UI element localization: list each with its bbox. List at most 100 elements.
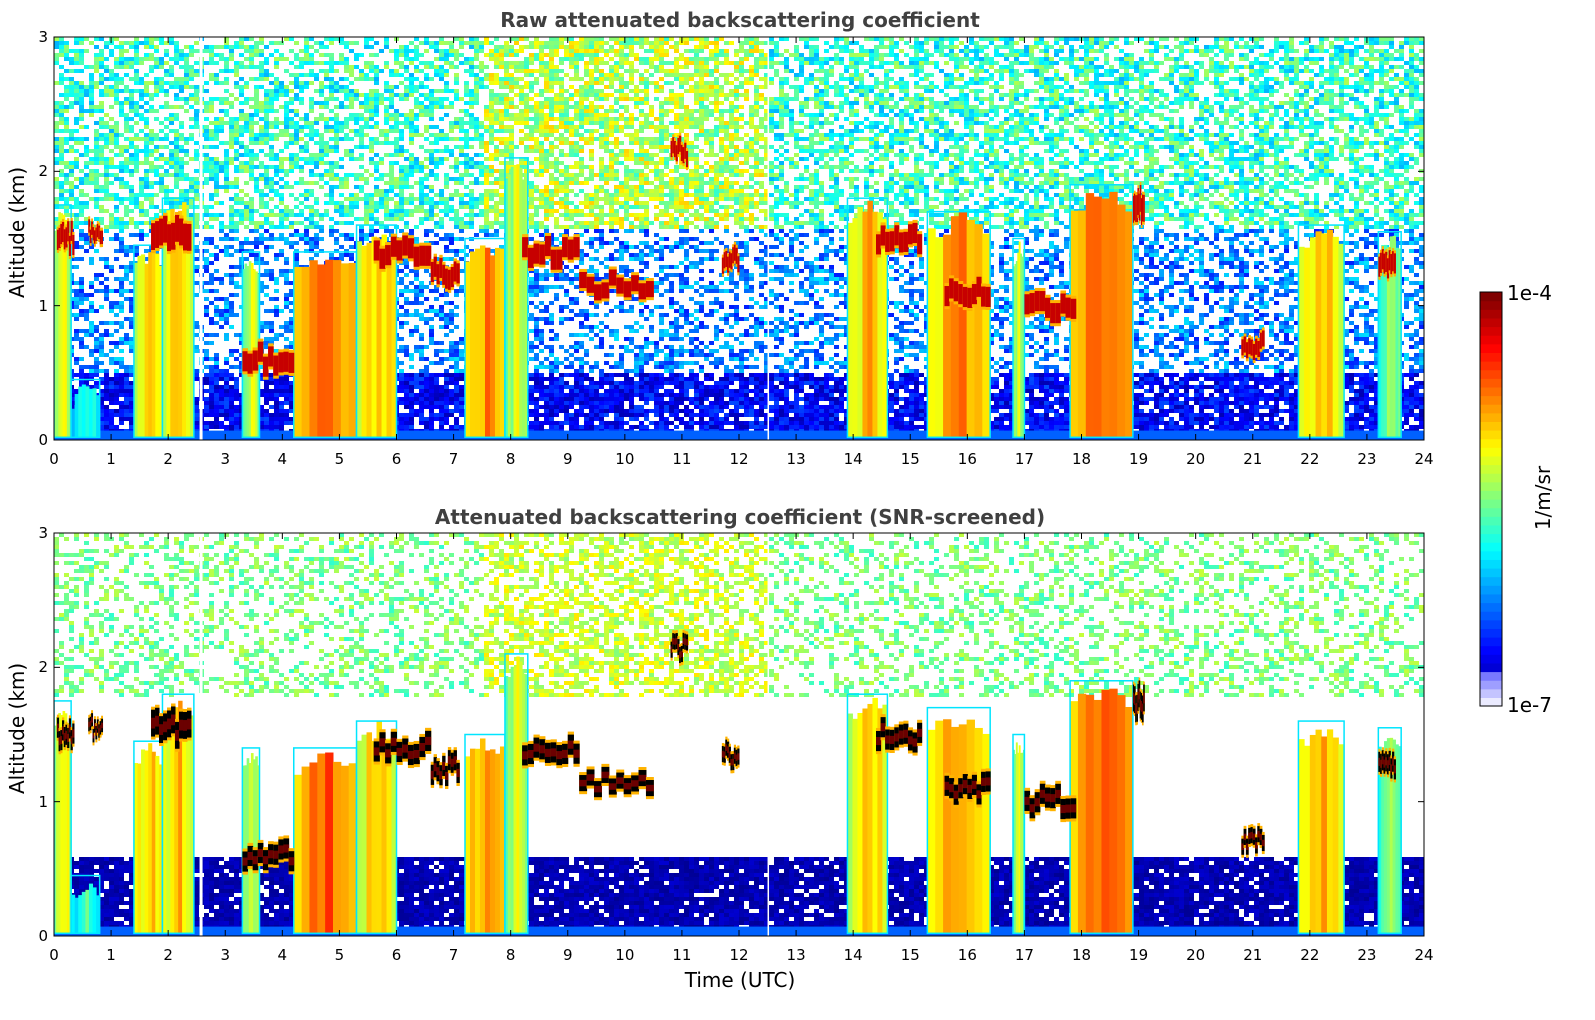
colorbar-min-label: 1e-7 xyxy=(1507,693,1552,717)
noise-cell xyxy=(1234,141,1239,145)
noise-cell xyxy=(59,37,64,41)
noise-cell xyxy=(1349,141,1354,145)
noise-cell xyxy=(719,85,724,89)
noise-cell xyxy=(1224,133,1229,137)
noise-cell xyxy=(1359,77,1364,81)
noise-cell xyxy=(359,93,364,97)
noise-cell xyxy=(204,129,209,133)
noise-cell xyxy=(114,121,119,125)
noise-cell xyxy=(379,133,384,137)
noise-cell xyxy=(579,97,584,101)
noise-cell xyxy=(684,109,689,113)
noise-cell xyxy=(619,129,624,133)
noise-cell xyxy=(1369,41,1374,45)
noise-cell xyxy=(684,117,689,121)
noise-cell xyxy=(499,129,504,133)
noise-cell xyxy=(239,101,244,105)
noise-cell xyxy=(599,41,604,45)
noise-cell xyxy=(999,77,1004,81)
noise-cell xyxy=(1124,37,1129,41)
noise-cell xyxy=(1264,97,1269,101)
noise-cell xyxy=(944,137,949,141)
noise-cell xyxy=(469,145,474,149)
noise-cell xyxy=(1124,149,1129,153)
noise-cell xyxy=(1039,101,1044,105)
noise-cell xyxy=(1234,97,1239,101)
noise-cell xyxy=(1339,105,1344,109)
noise-cell xyxy=(179,133,184,137)
noise-cell xyxy=(449,49,454,53)
noise-cell xyxy=(224,65,229,69)
noise-cell xyxy=(739,137,744,141)
noise-cell xyxy=(1299,109,1304,113)
noise-cell xyxy=(849,121,854,125)
noise-cell xyxy=(589,73,594,77)
noise-cell xyxy=(814,105,819,109)
noise-cell xyxy=(164,117,169,121)
noise-cell xyxy=(499,53,504,57)
noise-cell xyxy=(264,77,269,81)
noise-cell xyxy=(1014,109,1019,113)
noise-cell xyxy=(1399,45,1404,49)
noise-cell xyxy=(1304,53,1309,57)
noise-cell xyxy=(1304,149,1309,153)
noise-cell xyxy=(459,109,464,113)
noise-cell xyxy=(649,105,654,109)
noise-cell xyxy=(679,77,684,81)
noise-cell xyxy=(1314,109,1319,113)
noise-cell xyxy=(1184,81,1189,85)
noise-cell xyxy=(1229,77,1234,81)
noise-cell xyxy=(529,41,534,45)
noise-cell xyxy=(754,109,759,113)
noise-cell xyxy=(1174,141,1179,145)
noise-cell xyxy=(529,109,534,113)
noise-cell xyxy=(734,121,739,125)
noise-cell xyxy=(264,57,269,61)
noise-cell xyxy=(144,149,149,153)
noise-cell xyxy=(899,85,904,89)
noise-cell xyxy=(919,69,924,73)
noise-cell xyxy=(684,89,689,93)
noise-cell xyxy=(1264,77,1269,81)
noise-cell xyxy=(1269,65,1274,69)
noise-cell xyxy=(359,117,364,121)
noise-cell xyxy=(744,53,749,57)
noise-cell xyxy=(524,105,529,109)
noise-cell xyxy=(584,69,589,73)
noise-cell xyxy=(659,41,664,45)
noise-cell xyxy=(229,69,234,73)
noise-cell xyxy=(1144,61,1149,65)
noise-cell xyxy=(1309,117,1314,121)
noise-cell xyxy=(769,121,774,125)
noise-cell xyxy=(694,97,699,101)
noise-cell xyxy=(1229,93,1234,97)
noise-cell xyxy=(1259,101,1264,105)
noise-cell xyxy=(304,117,309,121)
noise-cell xyxy=(609,117,614,121)
noise-cell xyxy=(1054,133,1059,137)
noise-cell xyxy=(1259,105,1264,109)
noise-cell xyxy=(1204,53,1209,57)
noise-cell xyxy=(814,101,819,105)
noise-cell xyxy=(584,73,589,77)
noise-cell xyxy=(1264,65,1269,69)
noise-cell xyxy=(384,141,389,145)
noise-cell xyxy=(1349,113,1354,117)
noise-cell xyxy=(669,81,674,85)
noise-cell xyxy=(444,61,449,65)
noise-cell xyxy=(559,81,564,85)
noise-cell xyxy=(524,133,529,137)
noise-cell xyxy=(484,141,489,145)
noise-cell xyxy=(144,117,149,121)
noise-cell xyxy=(649,57,654,61)
noise-cell xyxy=(1259,69,1264,73)
noise-cell xyxy=(469,117,474,121)
noise-cell xyxy=(714,93,719,97)
noise-cell xyxy=(484,65,489,69)
noise-cell xyxy=(324,117,329,121)
noise-cell xyxy=(224,57,229,61)
noise-cell xyxy=(594,69,599,73)
noise-cell xyxy=(234,149,239,153)
noise-cell xyxy=(1114,105,1119,109)
noise-cell xyxy=(234,133,239,137)
